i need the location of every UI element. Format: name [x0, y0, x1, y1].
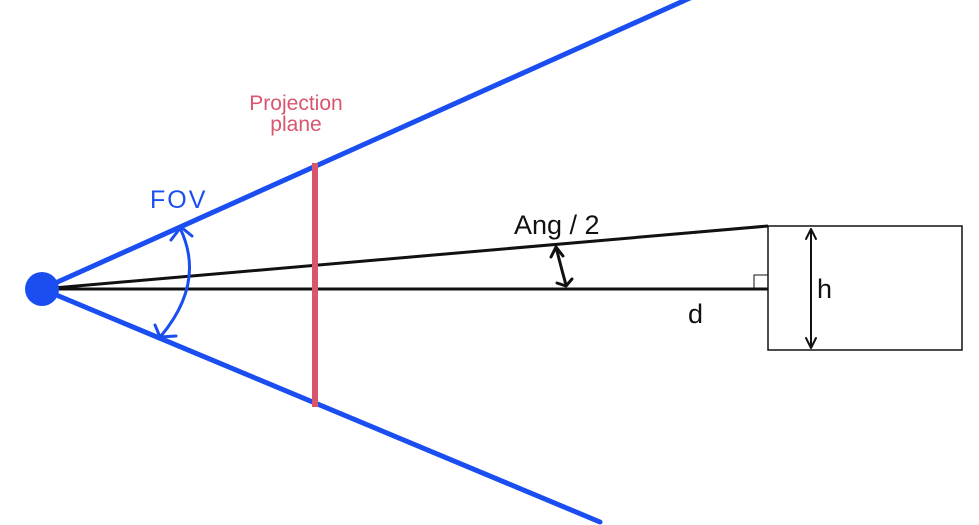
half-angle-arc-arrow-bottom: [555, 277, 574, 288]
fov-label: FOV: [150, 186, 207, 214]
height-arrow-head-bottom: [805, 337, 817, 349]
projection-plane-label-line2: plane: [270, 113, 321, 136]
fov-lower-ray: [39, 286, 603, 525]
half-angle-ray: [41, 224, 769, 291]
half-angle-arc-arrow-top: [549, 245, 565, 259]
distance-label: d: [688, 299, 703, 329]
fov-upper-ray: [39, 0, 692, 292]
height-label: h: [817, 274, 832, 304]
fov-arc-arrow-top: [169, 225, 194, 242]
viewer-point: [25, 272, 59, 306]
projection-plane-label-line1: Projection: [249, 92, 342, 115]
object-box: [767, 225, 963, 351]
right-angle-marker: [753, 274, 768, 289]
fov-arc: [159, 227, 191, 337]
height-arrow-head-top: [805, 228, 817, 240]
half-angle-label: Ang / 2: [514, 210, 600, 240]
fov-arc-arrow-bottom: [153, 323, 178, 339]
